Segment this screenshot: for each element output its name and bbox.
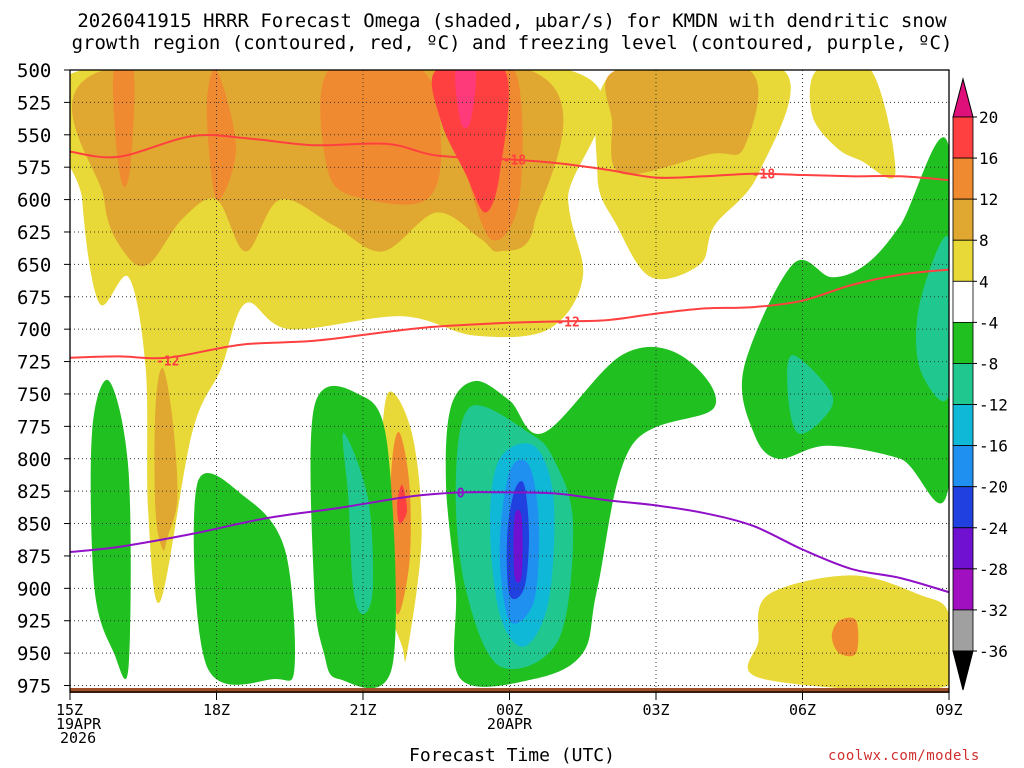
x-tick-label-18z: 18Z bbox=[202, 701, 231, 719]
dgz-lower-line bbox=[70, 268, 949, 360]
omega-shading-layer bbox=[70, 70, 949, 691]
x-tick-date-15z: 19APR bbox=[56, 715, 102, 733]
y-tick-label-800: 800 bbox=[17, 449, 51, 471]
omega-region-neg4-17 bbox=[90, 379, 131, 680]
y-tick-label-550: 550 bbox=[17, 125, 51, 147]
colorbar-level-label-3: 8 bbox=[979, 231, 989, 250]
y-tick-label-675: 675 bbox=[17, 287, 51, 309]
omega-region-16-14 bbox=[431, 70, 509, 213]
y-tick-label-700: 700 bbox=[17, 319, 51, 341]
colorbar-level-label-9: -20 bbox=[979, 478, 1008, 497]
colorbar-band-2 bbox=[952, 198, 974, 241]
colorbar-band-12 bbox=[952, 609, 974, 652]
dgz-upper-line bbox=[70, 134, 949, 182]
y-tick-label-600: 600 bbox=[17, 190, 51, 212]
colorbar-band-5 bbox=[952, 321, 974, 364]
omega-region-16-15 bbox=[397, 484, 408, 524]
y-tick-label-825: 825 bbox=[17, 481, 51, 503]
credit-link[interactable]: coolwx.com/models bbox=[828, 748, 980, 764]
y-tick-label-725: 725 bbox=[17, 352, 51, 374]
chart-title-line-1: 2026041915 HRRR Forecast Omega (shaded, … bbox=[77, 10, 947, 32]
x-tick-label-09z: 09Z bbox=[935, 701, 963, 719]
dgz-lower-label-0: -12 bbox=[156, 354, 179, 369]
y-tick-label-525: 525 bbox=[17, 92, 51, 114]
x-tick-label-15z: 15Z bbox=[56, 701, 84, 719]
y-tick-label-850: 850 bbox=[17, 514, 51, 536]
colorbar-level-label-5: -4 bbox=[979, 313, 998, 332]
x-tick-label-06z: 06Z bbox=[788, 701, 817, 719]
y-tick-label-750: 750 bbox=[17, 384, 51, 406]
dgz-lower-label-1: -12 bbox=[556, 315, 579, 330]
colorbar-level-label-6: -8 bbox=[979, 354, 998, 373]
y-tick-label-775: 775 bbox=[17, 416, 51, 438]
grid-lines bbox=[70, 69, 949, 692]
colorbar-level-label-2: 12 bbox=[979, 190, 998, 209]
y-tick-label-975: 975 bbox=[17, 676, 51, 698]
colorbar-level-label-11: -28 bbox=[979, 560, 1008, 579]
colorbar-band-8 bbox=[952, 445, 974, 488]
omega-region-8-6 bbox=[605, 70, 759, 175]
y-tick-label-650: 650 bbox=[17, 254, 51, 276]
x-axis-ticks bbox=[69, 692, 950, 700]
chart-title-line-2: growth region (contoured, red, ºC) and f… bbox=[71, 32, 953, 54]
x-tick-label-03z: 03Z bbox=[642, 701, 670, 719]
colorbar-level-label-10: -24 bbox=[979, 519, 1008, 538]
x-tick-label-00z: 00Z bbox=[495, 701, 524, 719]
y-tick-label-925: 925 bbox=[17, 611, 51, 633]
dgz-upper-label-1: -18 bbox=[752, 168, 776, 183]
omega-region-neg4-18 bbox=[193, 473, 296, 685]
omega-region-4-2 bbox=[809, 70, 896, 179]
colorbar-band-11 bbox=[952, 568, 974, 611]
colorbar-top-arrow bbox=[952, 77, 974, 118]
colorbar-band-3 bbox=[952, 239, 974, 282]
colorbar-level-label-13: -36 bbox=[979, 642, 1008, 661]
colorbar-band-9 bbox=[952, 486, 974, 529]
omega-region-neg8-24 bbox=[787, 355, 834, 434]
y-tick-label-950: 950 bbox=[17, 643, 51, 665]
colorbar-band-4 bbox=[952, 280, 974, 323]
y-tick-label-500: 500 bbox=[17, 60, 51, 82]
omega-region-neg8-22 bbox=[342, 432, 374, 615]
y-tick-label-575: 575 bbox=[17, 157, 51, 179]
x-tick-year-15z: 2026 bbox=[60, 729, 97, 747]
colorbar-band-10 bbox=[952, 527, 974, 570]
colorbar-bottom-arrow bbox=[952, 650, 974, 691]
x-axis-title: Forecast Time (UTC) bbox=[409, 745, 615, 766]
contour-layer: -18 -18 -12 -12 0 bbox=[70, 134, 949, 594]
colorbar-band-0 bbox=[952, 116, 974, 159]
y-axis-ticks: 500 525 550 575 600 625 650 675 700 725 750 775 800 8… bbox=[17, 60, 70, 698]
y-tick-label-875: 875 bbox=[17, 546, 51, 568]
colorbar-level-label-8: -16 bbox=[979, 437, 1008, 456]
colorbar-level-label-1: 16 bbox=[979, 149, 998, 168]
dgz-upper-label-0: -18 bbox=[503, 153, 527, 168]
colorbar-band-1 bbox=[952, 157, 974, 200]
freezing-level-line bbox=[70, 491, 949, 594]
omega-region-12-10 bbox=[320, 70, 442, 205]
colorbar-level-label-4: 4 bbox=[979, 272, 989, 291]
x-tick-label-21z: 21Z bbox=[349, 701, 377, 719]
omega-region-neg24-29 bbox=[513, 509, 523, 583]
colorbar-level-label-12: -32 bbox=[979, 601, 1008, 620]
colorbar: 20 16 12 8 4 -4 -8 -12 -16 -20 -24 -28 -32 -36 bbox=[952, 77, 1008, 691]
y-tick-label-625: 625 bbox=[17, 222, 51, 244]
omega-region-12-13 bbox=[831, 617, 859, 657]
omega-region-20-16 bbox=[455, 70, 476, 129]
colorbar-band-6 bbox=[952, 363, 974, 405]
omega-region-neg8-25 bbox=[916, 236, 949, 402]
colorbar-level-label-7: -12 bbox=[979, 396, 1008, 415]
colorbar-level-label-0: 20 bbox=[979, 108, 998, 127]
colorbar-band-7 bbox=[952, 404, 974, 447]
x-tick-date-00z: 20APR bbox=[486, 715, 533, 733]
freezing-level-label-0: 0 bbox=[457, 486, 465, 501]
y-tick-label-900: 900 bbox=[17, 578, 51, 600]
